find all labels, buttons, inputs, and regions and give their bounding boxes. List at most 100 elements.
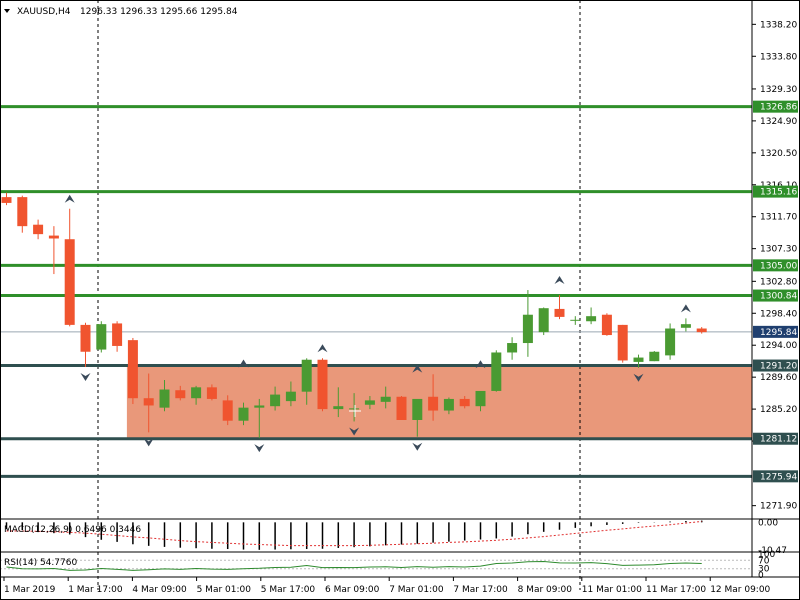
candle-body: [333, 406, 344, 410]
x-tick-label: 12 Mar 09:00: [710, 585, 770, 595]
candle-body: [522, 314, 533, 344]
level-price-tag: [753, 185, 798, 198]
candle-body: [175, 390, 186, 399]
level-price-label: 1300.84: [760, 292, 797, 302]
y-tick-label: 1324.90: [760, 117, 797, 127]
candle-body: [412, 398, 423, 420]
fractal-up-arrow-icon: [412, 364, 423, 373]
x-tick-label: 11 Mar 17:00: [646, 585, 706, 595]
candle-body: [633, 357, 644, 362]
y-tick-label: 1338.20: [760, 20, 797, 30]
candle-body: [301, 359, 312, 392]
macd-header: MACD(12,26,9) 0.6496 0.3446: [4, 525, 141, 535]
candle-body: [696, 328, 707, 333]
y-tick-label: 1329.30: [760, 85, 797, 95]
candle-body: [649, 351, 660, 362]
candle-body: [601, 314, 612, 336]
candle-body: [285, 391, 296, 402]
y-tick-label: 1298.40: [760, 309, 797, 319]
candle-body: [80, 324, 91, 352]
candle-body: [586, 316, 597, 322]
candle-body: [443, 398, 454, 411]
candle-body: [64, 239, 75, 325]
consolidation-zone-layer: [126, 365, 752, 439]
y-tick-label: 1289.60: [760, 373, 797, 383]
candle-body: [191, 387, 202, 399]
x-tick-label: 11 Mar 01:00: [582, 585, 642, 595]
candle-body: [159, 389, 170, 408]
level-price-label: 1281.12: [760, 435, 797, 445]
fractal-down-arrow-icon: [254, 444, 265, 453]
rsi-header: RSI(14) 54.7760: [4, 558, 77, 568]
y-tick-label: 1320.50: [760, 149, 797, 159]
triangle-down-icon[interactable]: [4, 9, 10, 13]
x-tick-label: 5 Mar 01:00: [197, 585, 252, 595]
candle-body: [222, 400, 233, 421]
level-price-tag: [753, 432, 798, 445]
fractal-down-arrow-icon: [633, 373, 644, 382]
level-price-tag: [753, 359, 798, 372]
rsi-y-tick-label: 30: [758, 565, 770, 575]
candle-body: [570, 319, 581, 321]
fractal-down-arrow-icon: [80, 372, 91, 381]
candle-body: [112, 323, 123, 346]
candle-body: [96, 324, 107, 350]
level-price-label: 1275.94: [760, 472, 797, 482]
candle-body: [127, 340, 138, 399]
candles-layer: [1, 192, 707, 439]
level-price-tag: [753, 100, 798, 113]
fractal-down-arrow-icon: [412, 442, 423, 451]
macd-y-tick-label: 0.00: [758, 518, 778, 528]
fractal-up-arrow-icon: [317, 344, 328, 353]
horizontal-levels-layer[interactable]: [0, 105, 752, 478]
candle-body: [538, 308, 549, 333]
candle-body: [270, 394, 281, 407]
y-tick-label: 1294.00: [760, 341, 797, 351]
level-price-tag: [753, 289, 798, 302]
y-tick-label: 1311.70: [760, 213, 797, 223]
current-price-tag: [753, 325, 798, 338]
x-tick-label: 8 Mar 09:00: [518, 585, 573, 595]
fractal-down-arrow-icon: [143, 438, 154, 447]
fractal-up-arrow-icon: [238, 359, 249, 368]
level-price-label: 1305.00: [760, 261, 797, 271]
x-tick-label: 1 Mar 2019: [4, 585, 56, 595]
y-tick-label: 1285.20: [760, 405, 797, 415]
fractals-layer: [64, 194, 691, 453]
candle-body: [143, 398, 154, 406]
candle-body: [33, 224, 44, 235]
candle-body: [254, 405, 265, 408]
candle-body: [554, 308, 565, 317]
level-price-label: 1291.20: [760, 362, 797, 372]
rsi-line: [6, 561, 702, 571]
macd-y-tick-label: -10.47: [758, 546, 787, 556]
level-price-tag: [753, 470, 798, 483]
fractal-up-arrow-icon: [680, 304, 691, 313]
candle-body: [680, 324, 691, 328]
ohlc-values: 1296.33 1296.33 1295.66 1295.84: [80, 7, 238, 17]
candle-body: [48, 235, 59, 239]
chart-header: XAUUSD,H4 1296.33 1296.33 1295.66 1295.8…: [4, 7, 238, 17]
candle-body: [459, 398, 470, 407]
x-tick-label: 7 Mar 01:00: [389, 585, 444, 595]
x-tick-label: 5 Mar 17:00: [261, 585, 316, 595]
macd-signal-line: [6, 520, 702, 547]
candle-body: [665, 328, 676, 356]
fractal-up-arrow-icon: [475, 360, 486, 369]
candle-body: [396, 396, 407, 420]
y-tick-label: 1271.90: [760, 502, 797, 512]
support-zone: [126, 365, 752, 439]
candle-body: [491, 352, 502, 391]
rsi-y-tick-label: 100: [758, 550, 775, 560]
fractal-up-arrow-icon: [64, 194, 75, 203]
candle-body: [380, 396, 391, 402]
level-price-label: 1326.86: [760, 103, 797, 113]
y-tick-label: 1307.30: [760, 245, 797, 255]
macd-panel: MACD(12,26,9) 0.6496 0.3446 0.00 -10.47: [4, 518, 787, 556]
crosshair-cursor: [349, 405, 361, 417]
candle-body: [617, 324, 628, 361]
y-tick-label: 1333.80: [760, 52, 797, 62]
